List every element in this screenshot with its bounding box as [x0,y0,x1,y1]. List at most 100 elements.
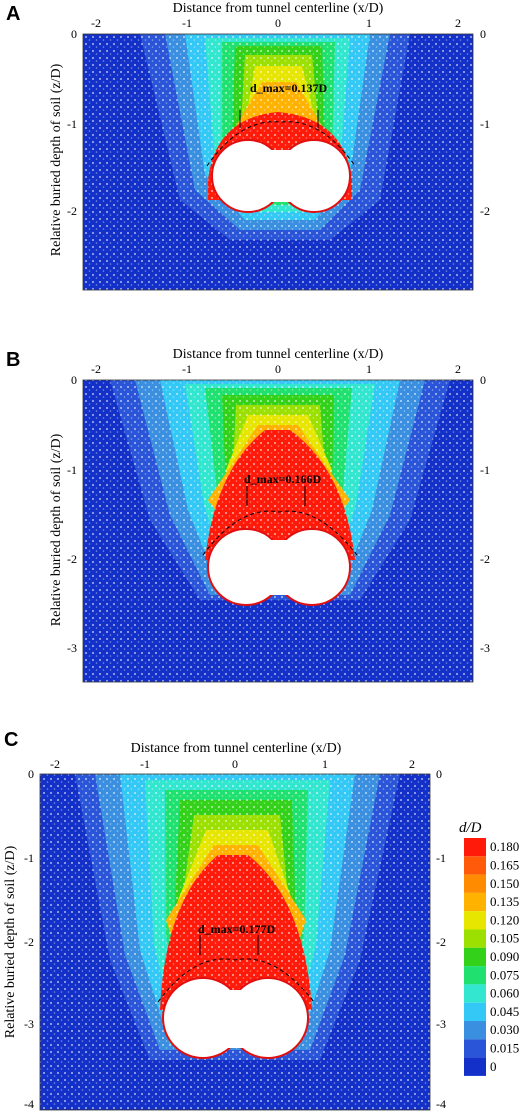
panel-a-letter: A [6,3,20,25]
panel-a-y-ticks-left: 0 -1 -2 [67,27,77,218]
panel-c-x-tick: 1 [322,757,328,771]
colorbar-label: 0.090 [490,949,519,964]
panel-c-y-tick-right: 0 [436,767,442,781]
colorbar-title: d/D [459,820,482,836]
panel-c-x-tick: -2 [50,757,60,771]
colorbar-swatch [464,1002,486,1021]
panel-a-annotation: d_max=0.137D [250,81,328,95]
colorbar-label: 0.075 [490,967,519,982]
colorbar-swatch [464,929,486,948]
colorbar-swatch [464,1039,486,1058]
panel-b-y-axis-title: Relative buried depth of soil (z/D) [49,433,64,626]
panel-b-y-tick: -1 [67,463,77,477]
panel-b-arch-line [202,510,358,556]
panel-b-y-tick: -3 [67,641,77,655]
panel-b-y-ticks-left: 0 -1 -2 -3 [67,373,77,655]
colorbar-swatch [464,966,486,985]
colorbar-swatch [464,911,486,930]
panel-a-x-tick: -1 [182,16,192,30]
panel-b-x-tick: 1 [366,362,372,376]
colorbar-label: 0.150 [490,876,519,891]
colorbar-label: 0.105 [490,931,519,946]
panel-a-tunnel-joint [270,150,292,202]
panel-a-x-tick: 0 [275,16,281,30]
panel-b-annotation: d_max=0.166D [244,472,322,486]
colorbar-swatch [464,1057,486,1076]
panel-c-tunnel-joint [225,990,247,1048]
panel-c-y-tick: -4 [24,1097,34,1111]
panel-c-y-tick-right: -1 [436,851,446,865]
panel-c-y-axis-title: Relative buried depth of soil (z/D) [3,845,18,1038]
panel-b-y-tick-right: -3 [480,641,490,655]
colorbar: d/D 0.180 0.165 0.150 0.135 0.120 0.105 0.090 0… [459,820,519,1076]
panel-a-x-tick: 1 [366,16,372,30]
colorbar-swatch [464,984,486,1003]
panel-c-contour-plot [40,774,430,1110]
colorbar-swatch [464,1021,486,1040]
panel-b-x-tick: -2 [91,362,101,376]
panel-b-particles [83,380,473,682]
panel-b-letter: B [6,349,20,371]
panel-a-y-ticks-right: 0 -1 -2 [480,27,490,218]
panel-a-y-tick: -1 [67,117,77,131]
colorbar-label: 0.015 [490,1040,519,1055]
panel-b-x-tick: -1 [182,362,192,376]
panel-b-frame [82,379,474,683]
panel-c-y-tick: -3 [24,1017,34,1031]
colorbar-label: 0.045 [490,1004,519,1019]
panel-a-arch-line [206,121,356,167]
panel-c-y-tick-right: -3 [436,1017,446,1031]
colorbar-swatch [464,856,486,875]
panel-a-frame [82,33,474,291]
panel-c: C Distance from tunnel centerline (x/D) … [3,729,446,1111]
panel-a-x-tick: -2 [91,16,101,30]
panel-b-x-axis-title: Distance from tunnel centerline (x/D) [173,347,384,362]
panel-b-x-tick: 0 [275,362,281,376]
colorbar-label: 0.030 [490,1022,519,1037]
colorbar-label: 0.165 [490,857,519,872]
panel-c-y-tick: -2 [24,935,34,949]
panel-a: A Distance from tunnel centerline (x/D) … [6,1,490,291]
panel-c-x-axis-title: Distance from tunnel centerline (x/D) [131,741,342,756]
panel-a-x-tick: 2 [455,16,461,30]
panel-b-y-tick-right: -1 [480,463,490,477]
panel-c-y-tick-right: -4 [436,1097,446,1111]
colorbar-swatch [464,947,486,967]
panel-c-arch-line [157,958,315,1003]
panel-c-letter: C [4,729,18,751]
panel-c-annotation: d_max=0.177D [198,922,276,936]
colorbar-label: 0 [490,1059,497,1074]
panel-a-x-axis-title: Distance from tunnel centerline (x/D) [173,1,384,16]
panel-b-tunnel-joint [268,540,290,595]
panel-b-x-tick: 2 [455,362,461,376]
colorbar-label: 0.135 [490,894,519,909]
panel-c-y-tick: -1 [24,851,34,865]
panel-b-x-ticks: -2 -1 0 1 2 [91,362,461,376]
colorbar-swatch [464,892,486,912]
panel-b: B Distance from tunnel centerline (x/D) … [6,347,490,683]
panel-c-x-tick: -1 [140,757,150,771]
colorbar-label: 0.060 [490,986,519,1001]
panel-b-y-tick: -2 [67,552,77,566]
colorbar-label: 0.120 [490,912,519,927]
panel-b-contour-plot [83,380,473,682]
panel-c-frame [39,773,431,1111]
panel-a-y-tick: 0 [71,27,77,41]
panel-b-y-ticks-right: 0 -1 -2 -3 [480,373,490,655]
panel-c-y-ticks-right: 0 -1 -2 -3 -4 [436,767,446,1111]
panel-a-y-tick: -2 [67,204,77,218]
panel-c-x-tick: 2 [409,757,415,771]
panel-a-y-tick-right: -2 [480,204,490,218]
panel-a-y-tick-right: 0 [480,27,486,41]
panel-c-y-tick: 0 [28,767,34,781]
panel-c-x-ticks: -2 -1 0 1 2 [50,757,415,771]
panel-c-particles [40,774,430,1110]
panel-a-y-tick-right: -1 [480,117,490,131]
colorbar-label: 0.180 [490,839,519,854]
panel-a-contour-plot [83,34,473,290]
panel-c-x-tick: 0 [232,757,238,771]
panel-a-y-axis-title: Relative buried depth of soil (z/D) [49,63,64,256]
panel-b-y-tick: 0 [71,373,77,387]
panel-c-y-ticks-left: 0 -1 -2 -3 -4 [24,767,34,1111]
